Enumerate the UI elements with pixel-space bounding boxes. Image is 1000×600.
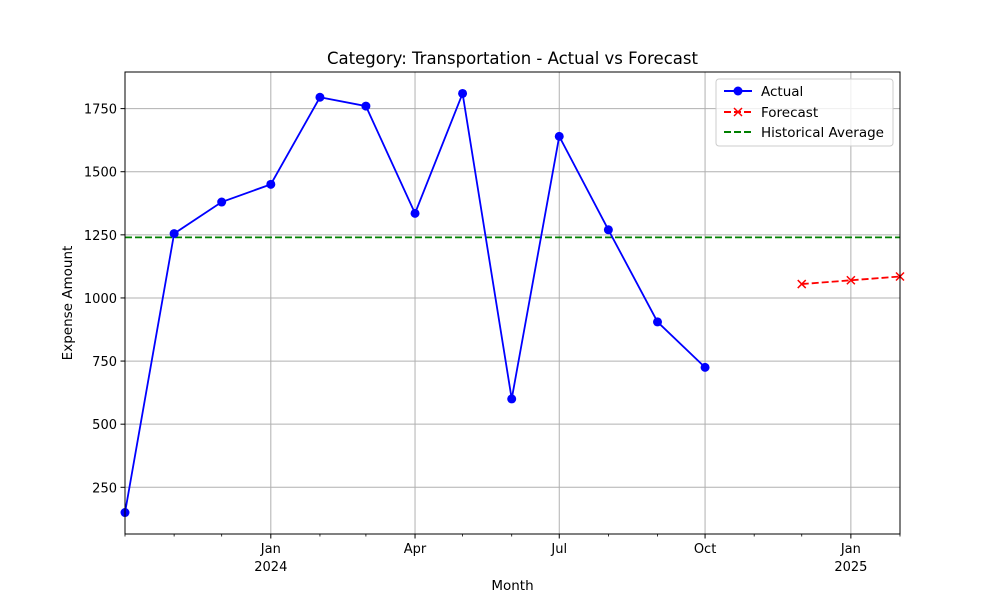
forecast-marker [846, 275, 856, 285]
actual-marker [603, 225, 613, 235]
y-tick-label: 1750 [84, 103, 117, 118]
actual-marker [410, 208, 420, 218]
x-tick-label: Oct [694, 542, 716, 557]
chart-title: Category: Transportation - Actual vs For… [327, 49, 698, 68]
actual-marker [458, 88, 468, 98]
y-tick-label: 1250 [84, 229, 117, 244]
legend-forecast-marker [733, 107, 743, 117]
legend-actual-marker [733, 86, 743, 96]
x-tick-label: Jan [840, 542, 861, 557]
x-axis-label: Month [491, 578, 533, 594]
actual-marker [217, 197, 227, 207]
y-tick-label: 750 [92, 355, 117, 370]
x-tick-label: Apr [404, 542, 427, 557]
legend: Actual Forecast Historical Average [715, 78, 894, 147]
actual-marker [266, 179, 276, 189]
x-axis: Jan 2024 Apr Jul Oct Jan 2025 [124, 534, 901, 575]
y-axis-label: Expense Amount [60, 246, 76, 361]
legend-box [715, 78, 894, 147]
grid [125, 72, 900, 534]
y-tick-label: 1500 [84, 166, 117, 181]
legend-actual-label: Actual [761, 84, 803, 100]
x-tick-label: Jan [260, 542, 281, 557]
legend-forecast-label: Forecast [761, 105, 818, 121]
y-tick-label: 500 [92, 418, 117, 433]
forecast-marker [797, 279, 807, 289]
series-lines [120, 88, 905, 518]
plot-frame [124, 71, 901, 535]
legend-average-label: Historical Average [761, 125, 884, 141]
actual-marker [361, 101, 371, 111]
actual-marker [315, 92, 325, 102]
actual-marker [700, 362, 710, 372]
actual-marker [507, 394, 517, 404]
actual-marker [169, 229, 179, 239]
x-tick-label: Jul [550, 542, 567, 557]
y-tick-label: 250 [92, 481, 117, 496]
x-tick-year-label: 2025 [834, 560, 867, 575]
actual-marker [554, 131, 564, 141]
actual-marker [653, 317, 663, 327]
forecast-line [801, 275, 901, 285]
y-axis: 250 500 750 1000 1250 1500 1750 [84, 103, 125, 496]
y-tick-label: 1000 [84, 292, 117, 307]
x-tick-year-label: 2024 [254, 560, 287, 575]
